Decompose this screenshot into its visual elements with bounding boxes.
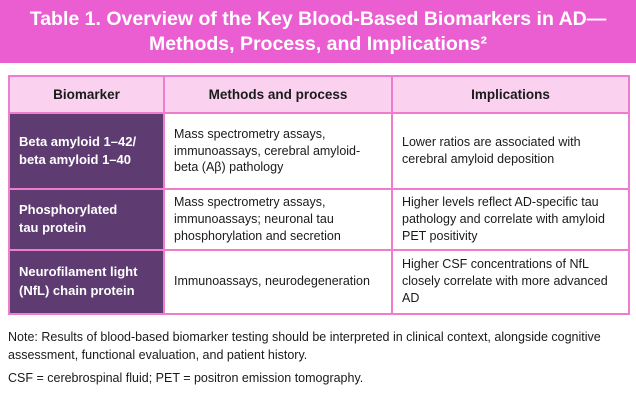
- biomarker-cell: Neurofilament light (NfL) chain protein: [8, 248, 165, 315]
- table-row: Phosphorylated tau protein Mass spectrom…: [8, 188, 630, 251]
- biomarker-name-line: Neurofilament light: [19, 264, 138, 280]
- column-header-methods: Methods and process: [163, 75, 393, 114]
- methods-cell: Mass spectrometry assays, immunoassays; …: [163, 188, 393, 251]
- implications-cell: Higher levels reflect AD-specific tau pa…: [391, 188, 630, 251]
- table-row: Neurofilament light (NfL) chain protein …: [8, 248, 630, 315]
- table-title-line1: Table 1. Overview of the Key Blood-Based…: [29, 7, 607, 30]
- methods-cell: Immunoassays, neurodegeneration: [163, 248, 393, 315]
- implications-cell: Higher CSF concentrations of NfL closely…: [391, 248, 630, 315]
- biomarker-name-line: (NfL) chain protein: [19, 282, 135, 298]
- footnote-clinical-context: Note: Results of blood-based biomarker t…: [8, 329, 601, 362]
- table-row: Beta amyloid 1–42/ beta amyloid 1–40 Mas…: [8, 112, 630, 190]
- biomarker-cell: Phosphorylated tau protein: [8, 188, 165, 251]
- table-title-line2: Methods, Process, and Implications²: [148, 32, 488, 55]
- methods-cell: Mass spectrometry assays, immunoassays, …: [163, 112, 393, 190]
- table-title-banner: Table 1. Overview of the Key Blood-Based…: [0, 0, 636, 63]
- footnote-abbreviations: CSF = cerebrospinal fluid; PET = positro…: [8, 370, 364, 385]
- implications-cell: Lower ratios are associated with cerebra…: [391, 112, 630, 190]
- biomarker-table: Biomarker Methods and process Implicatio…: [8, 75, 630, 315]
- column-header-implications: Implications: [391, 75, 630, 114]
- header-row: Biomarker Methods and process Implicatio…: [8, 75, 630, 114]
- biomarker-name-line: beta amyloid 1–40: [19, 152, 131, 167]
- biomarker-name-line: Phosphorylated: [19, 202, 118, 218]
- biomarker-name-line: Beta amyloid 1–42/: [19, 133, 137, 149]
- footnotes: Note: Results of blood-based biomarker t…: [8, 328, 628, 387]
- biomarker-cell: Beta amyloid 1–42/ beta amyloid 1–40: [8, 112, 165, 190]
- biomarker-name-line: tau protein: [19, 220, 87, 236]
- column-header-biomarker: Biomarker: [8, 75, 165, 114]
